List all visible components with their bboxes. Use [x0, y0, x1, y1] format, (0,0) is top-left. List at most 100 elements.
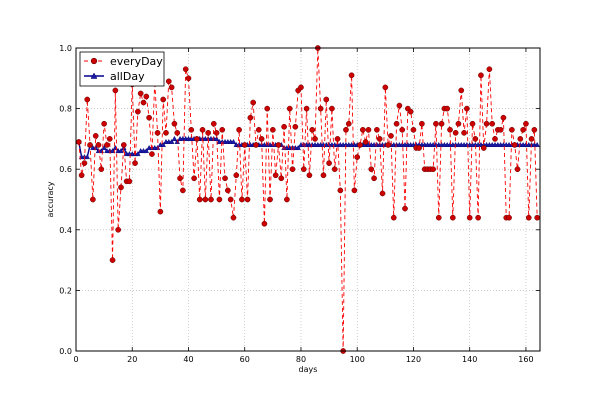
- point-everyday: [323, 96, 330, 103]
- point-everyday: [132, 160, 138, 166]
- point-everyday: [509, 126, 515, 133]
- point-everyday: [140, 99, 147, 106]
- y-tick-label: 0.8: [59, 105, 72, 114]
- legend-everyday-label: everyDay: [110, 55, 163, 68]
- point-everyday: [306, 172, 313, 179]
- point-everyday: [289, 166, 296, 173]
- point-everyday: [286, 105, 293, 112]
- legend-allday-label: allDay: [110, 70, 145, 83]
- point-everyday: [331, 166, 338, 173]
- point-everyday: [354, 154, 361, 160]
- point-everyday: [320, 172, 327, 179]
- point-everyday: [239, 196, 245, 203]
- legend-everyday-marker: [90, 57, 98, 65]
- x-tick-label: 100: [350, 355, 365, 364]
- point-everyday: [416, 145, 422, 151]
- point-everyday: [267, 196, 273, 203]
- point-everyday: [517, 136, 524, 142]
- plot-frame: [75, 47, 541, 352]
- point-everyday: [115, 226, 122, 233]
- point-everyday: [157, 208, 164, 215]
- point-everyday: [376, 136, 383, 142]
- point-everyday: [258, 136, 265, 142]
- series-everyday-line: [78, 47, 538, 352]
- point-everyday: [90, 196, 96, 203]
- point-everyday: [174, 129, 181, 136]
- point-everyday: [525, 214, 532, 221]
- x-tick-label: 20: [127, 355, 137, 364]
- y-tick-label: 1.0: [59, 44, 72, 53]
- point-everyday: [348, 72, 355, 79]
- point-everyday: [185, 75, 192, 82]
- point-allday: [230, 138, 237, 144]
- point-everyday: [236, 126, 242, 133]
- point-allday: [295, 144, 301, 150]
- point-everyday: [478, 72, 484, 79]
- point-everyday: [492, 136, 498, 142]
- point-everyday: [191, 175, 197, 182]
- point-everyday: [118, 184, 124, 191]
- point-everyday: [475, 214, 481, 221]
- point-everyday: [272, 172, 279, 179]
- point-everyday: [216, 196, 223, 203]
- x-tick-label: 140: [462, 355, 477, 364]
- point-everyday: [455, 120, 462, 127]
- point-everyday: [464, 105, 470, 112]
- point-everyday: [205, 129, 212, 136]
- point-everyday: [255, 126, 262, 133]
- point-allday: [92, 144, 99, 150]
- point-everyday: [227, 196, 234, 203]
- point-everyday: [168, 84, 175, 91]
- point-everyday: [298, 84, 304, 91]
- point-everyday: [95, 142, 102, 148]
- point-everyday: [329, 105, 335, 112]
- point-everyday: [534, 214, 541, 221]
- point-everyday: [135, 108, 141, 115]
- point-everyday: [374, 126, 380, 133]
- point-everyday: [430, 166, 436, 173]
- point-everyday: [92, 133, 99, 139]
- point-everyday: [419, 120, 425, 127]
- point-everyday: [438, 120, 445, 127]
- x-axis-label: days: [299, 365, 318, 374]
- point-everyday: [278, 175, 285, 182]
- point-everyday: [520, 126, 526, 133]
- point-everyday: [351, 187, 358, 194]
- point-everyday: [98, 166, 105, 173]
- point-everyday: [241, 142, 248, 148]
- point-everyday: [506, 214, 512, 221]
- y-tick-label: 0.6: [59, 165, 72, 174]
- point-everyday: [444, 105, 451, 112]
- point-everyday: [81, 160, 88, 166]
- legend: everyDay allDay: [79, 51, 165, 87]
- x-tick-label: 0: [73, 355, 78, 364]
- point-everyday: [101, 120, 107, 127]
- point-allday: [168, 138, 175, 144]
- point-everyday: [160, 96, 167, 103]
- point-everyday: [343, 126, 349, 133]
- point-everyday: [303, 105, 310, 112]
- series-group: [75, 45, 541, 354]
- point-everyday: [171, 120, 178, 127]
- point-everyday: [182, 66, 189, 73]
- point-everyday: [469, 120, 476, 127]
- point-everyday: [390, 214, 397, 221]
- point-everyday: [210, 120, 217, 127]
- point-everyday: [194, 136, 200, 142]
- point-everyday: [497, 126, 504, 133]
- ticks: 0 20 40 60 80 100 120 140 160 0.0 0.2 0.4 0.6 0.8 1.0: [59, 44, 540, 364]
- point-everyday: [154, 129, 161, 136]
- point-everyday: [486, 66, 493, 73]
- point-everyday: [396, 102, 403, 109]
- point-everyday: [410, 126, 417, 133]
- point-everyday: [188, 126, 195, 133]
- point-allday: [143, 148, 150, 154]
- point-everyday: [309, 126, 316, 133]
- point-everyday: [452, 129, 459, 136]
- point-everyday: [261, 220, 268, 227]
- point-everyday: [368, 166, 375, 173]
- point-allday: [84, 154, 90, 160]
- point-everyday: [244, 196, 251, 203]
- point-everyday: [379, 190, 386, 197]
